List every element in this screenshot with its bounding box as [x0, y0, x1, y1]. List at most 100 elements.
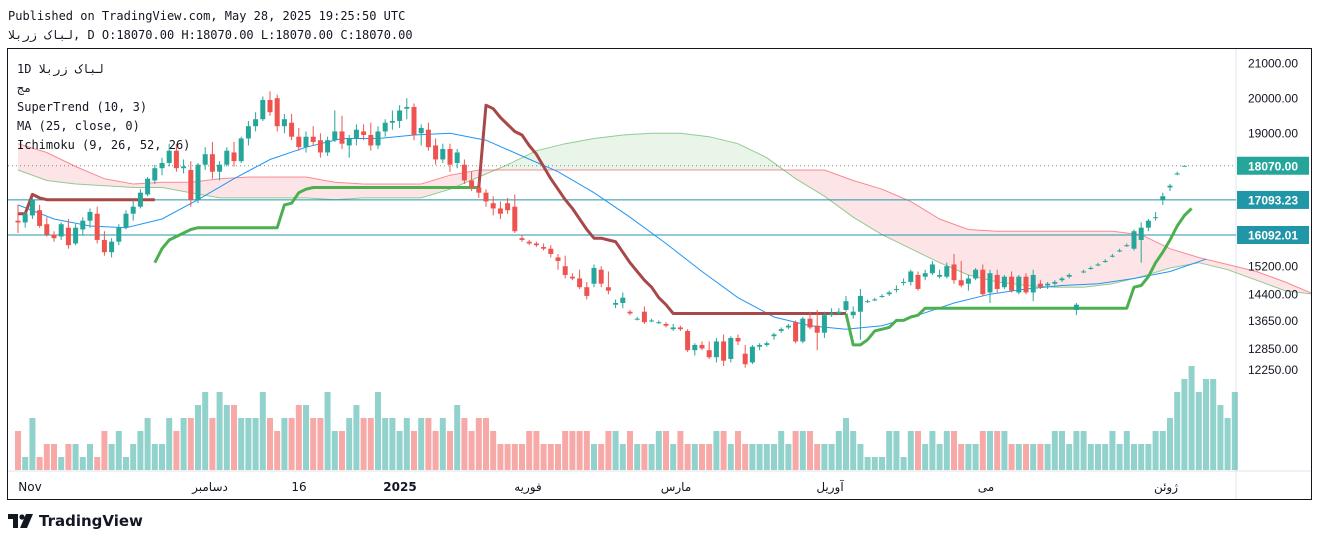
price-tick-label: 20000.00: [1248, 92, 1298, 106]
time-tick-label: مارس: [661, 480, 692, 495]
volume-bar: [987, 431, 993, 470]
tradingview-logo-icon: [8, 514, 33, 528]
volume-bar: [497, 444, 504, 470]
volume-bar: [1037, 444, 1044, 470]
candle-body: [461, 164, 467, 181]
candle-body: [778, 329, 784, 331]
candle-body: [929, 264, 935, 274]
volume-bar: [929, 431, 936, 470]
candle-body: [317, 140, 323, 153]
volume-bar: [1138, 444, 1145, 470]
candle-body: [649, 320, 655, 322]
volume-bar: [749, 444, 756, 470]
price-chart[interactable]: 21000.00 20000.00 19000.00 18070.00 17093.23…: [8, 49, 1311, 499]
candle-body: [281, 119, 287, 127]
volume-bar: [663, 431, 669, 470]
volume-bar: [655, 431, 662, 470]
candle-body: [267, 99, 273, 113]
candle-body: [973, 269, 979, 279]
volume-bar: [1080, 431, 1087, 470]
candle-body: [15, 220, 21, 223]
candle-body: [37, 210, 43, 226]
volume-bar: [763, 444, 770, 470]
legend-ma[interactable]: MA (25, close, 0): [17, 119, 140, 133]
volume-bar: [756, 444, 763, 470]
candle-body: [310, 136, 316, 142]
volume-bar: [267, 418, 273, 470]
volume-bar: [22, 457, 29, 470]
volume-bar: [461, 418, 468, 470]
candle-body: [1059, 278, 1065, 281]
candle-body: [152, 168, 158, 181]
volume-bar: [1066, 444, 1073, 470]
candle-body: [1109, 255, 1115, 257]
volume-bar: [223, 405, 230, 470]
candle-body: [634, 318, 640, 320]
volume-bar: [886, 431, 893, 470]
candle-body: [245, 126, 251, 139]
candle-body: [188, 169, 194, 200]
candle-body: [145, 178, 151, 195]
candle-body: [80, 220, 86, 230]
chart-frame: [7, 48, 1312, 500]
candle-body: [843, 301, 849, 310]
volume-bar: [425, 418, 432, 470]
volume-bar: [619, 444, 626, 470]
volume-bar: [1051, 431, 1058, 470]
volume-bar: [1087, 444, 1094, 470]
legend-supertrend[interactable]: SuperTrend (10, 3): [17, 100, 148, 114]
volume-bar: [591, 444, 597, 470]
volume-bar: [1195, 392, 1202, 470]
price-tick-label: 18070.00: [1248, 159, 1298, 173]
volume-bar: [519, 444, 525, 470]
candle-body: [865, 301, 871, 303]
candle-body: [821, 315, 827, 333]
candle-body: [685, 330, 691, 351]
volume-bar: [490, 431, 497, 470]
candle-body: [721, 341, 727, 361]
candle-body: [1073, 304, 1079, 310]
volume-bar: [634, 444, 641, 470]
volume-bar: [511, 444, 518, 470]
volume-bar: [274, 431, 281, 470]
volume-bar: [562, 431, 569, 470]
volume-bar: [1123, 431, 1130, 470]
candle-body: [577, 278, 583, 288]
time-tick-label: دسامبر: [191, 480, 228, 495]
candle-body: [850, 311, 856, 316]
volume-bar: [1131, 444, 1137, 470]
volume-bar: [15, 431, 21, 470]
volume-bar: [526, 431, 533, 470]
volume-bar: [209, 418, 216, 470]
candle-body: [1145, 220, 1151, 228]
volume-bar: [965, 444, 972, 470]
candle-body: [677, 327, 683, 330]
candle-body: [22, 213, 28, 223]
price-tick-label: 19000.00: [1248, 127, 1298, 141]
candle-body: [944, 266, 950, 277]
volume-bar: [540, 444, 547, 470]
candle-body: [433, 145, 439, 160]
candle-body: [181, 166, 187, 169]
volume-bar: [835, 431, 842, 470]
candle-body: [353, 129, 359, 139]
volume-bar: [843, 418, 849, 470]
volume-bar: [807, 431, 813, 470]
volume-bar: [670, 444, 677, 470]
volume-bar: [1109, 431, 1116, 470]
candle-body: [1023, 276, 1029, 293]
volume-bar: [51, 444, 57, 470]
volume-bar: [555, 444, 561, 470]
candle-body: [303, 136, 309, 148]
volume-bar: [1188, 366, 1195, 470]
supertrend-up-line: [844, 207, 1193, 347]
legend-volume: مج: [17, 81, 32, 95]
volume-bar: [65, 444, 72, 470]
candle-body: [901, 281, 907, 283]
candle-body: [1066, 274, 1072, 277]
candle-body: [1174, 173, 1180, 175]
candle-body: [1088, 267, 1094, 269]
legend-ichimoku[interactable]: Ichimoku (9, 26, 52, 26): [17, 138, 191, 152]
volume-bar: [994, 431, 1001, 470]
volume-bar: [231, 405, 237, 470]
